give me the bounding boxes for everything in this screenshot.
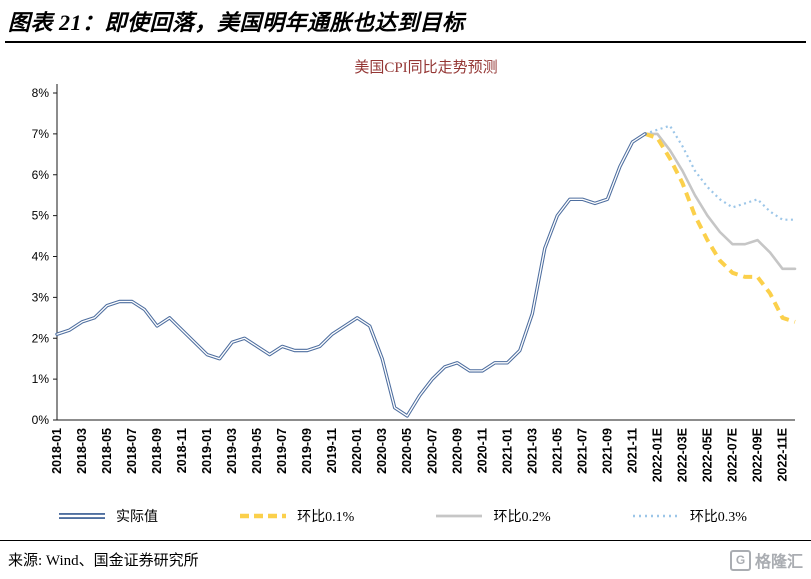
legend-label: 环比0.2%	[493, 510, 551, 525]
legend-label: 环比0.1%	[297, 510, 355, 525]
svg-text:2019-05: 2019-05	[250, 428, 264, 474]
cpi-line-chart: 0% 1% 2% 3% 4% 5% 6% 7% 8% 2018-01 2018-03 2018-05 2…	[32, 84, 797, 482]
svg-text:3%: 3%	[32, 290, 50, 304]
svg-text:2020-07: 2020-07	[425, 428, 439, 474]
legend-item-1: 环比0.1%	[238, 506, 354, 526]
svg-text:2019-01: 2019-01	[200, 428, 214, 474]
svg-text:2021-03: 2021-03	[525, 428, 539, 474]
svg-text:5%: 5%	[32, 209, 50, 223]
gelonghui-logo-icon: G	[729, 549, 751, 571]
svg-text:2022-09E: 2022-09E	[750, 428, 764, 482]
svg-text:1%: 1%	[32, 372, 50, 386]
svg-text:2022-05E: 2022-05E	[700, 428, 714, 482]
svg-text:2018-09: 2018-09	[150, 428, 164, 474]
svg-text:2018-03: 2018-03	[75, 428, 89, 474]
legend-label: 实际值	[116, 510, 158, 525]
legend-label: 环比0.3%	[689, 510, 747, 525]
svg-text:2%: 2%	[32, 331, 50, 345]
svg-text:2020-01: 2020-01	[350, 428, 364, 474]
svg-text:2020-09: 2020-09	[450, 428, 464, 474]
svg-text:2022-07E: 2022-07E	[725, 428, 739, 482]
figure-title: 图表 21：即使回落，美国明年通胀也达到目标	[8, 10, 465, 35]
chart-title: 美国CPI同比走势预测	[354, 60, 498, 76]
svg-text:2019-03: 2019-03	[225, 428, 239, 474]
chart-legend: 实际值 环比0.1% 环比0.2% 环比0.3%	[57, 503, 747, 529]
svg-text:2022-01E: 2022-01E	[650, 428, 664, 482]
svg-text:2020-03: 2020-03	[375, 428, 389, 474]
svg-text:2022-11E: 2022-11E	[775, 428, 789, 482]
svg-text:2019-11: 2019-11	[325, 428, 339, 473]
svg-text:2021-09: 2021-09	[600, 428, 614, 474]
svg-text:0%: 0%	[32, 413, 50, 427]
source-text: 来源: Wind、国金证券研究所	[8, 553, 199, 569]
svg-text:2021-07: 2021-07	[575, 428, 589, 474]
title-underline	[5, 41, 806, 43]
svg-text:7%: 7%	[32, 127, 50, 141]
svg-text:2018-11: 2018-11	[175, 428, 189, 473]
legend-line-sample	[59, 513, 105, 519]
legend-item-3: 环比0.3%	[631, 506, 747, 526]
svg-text:2019-09: 2019-09	[300, 428, 314, 474]
svg-text:2022-03E: 2022-03E	[675, 428, 689, 482]
gelonghui-logo-text: 格隆汇	[754, 554, 803, 571]
svg-text:2021-05: 2021-05	[550, 428, 564, 474]
svg-text:4%: 4%	[32, 250, 50, 264]
legend-line-sample	[436, 514, 483, 518]
svg-text:2018-07: 2018-07	[125, 428, 139, 474]
legend-line-sample	[632, 514, 679, 518]
svg-text:2018-01: 2018-01	[50, 428, 64, 474]
legend-line-sample	[240, 513, 287, 519]
svg-text:8%: 8%	[32, 86, 50, 100]
gelonghui-logo: G 格隆汇	[729, 548, 803, 572]
svg-text:2020-05: 2020-05	[400, 428, 414, 474]
legend-item-2: 环比0.2%	[434, 506, 551, 526]
svg-text:2021-01: 2021-01	[500, 428, 514, 474]
svg-text:6%: 6%	[32, 168, 50, 182]
svg-text:2020-11: 2020-11	[475, 428, 489, 473]
svg-text:2021-11: 2021-11	[625, 428, 639, 473]
legend-item-0: 实际值	[57, 506, 158, 526]
svg-text:2019-07: 2019-07	[275, 428, 289, 474]
bottom-divider	[0, 540, 811, 541]
svg-text:2018-05: 2018-05	[100, 428, 114, 474]
